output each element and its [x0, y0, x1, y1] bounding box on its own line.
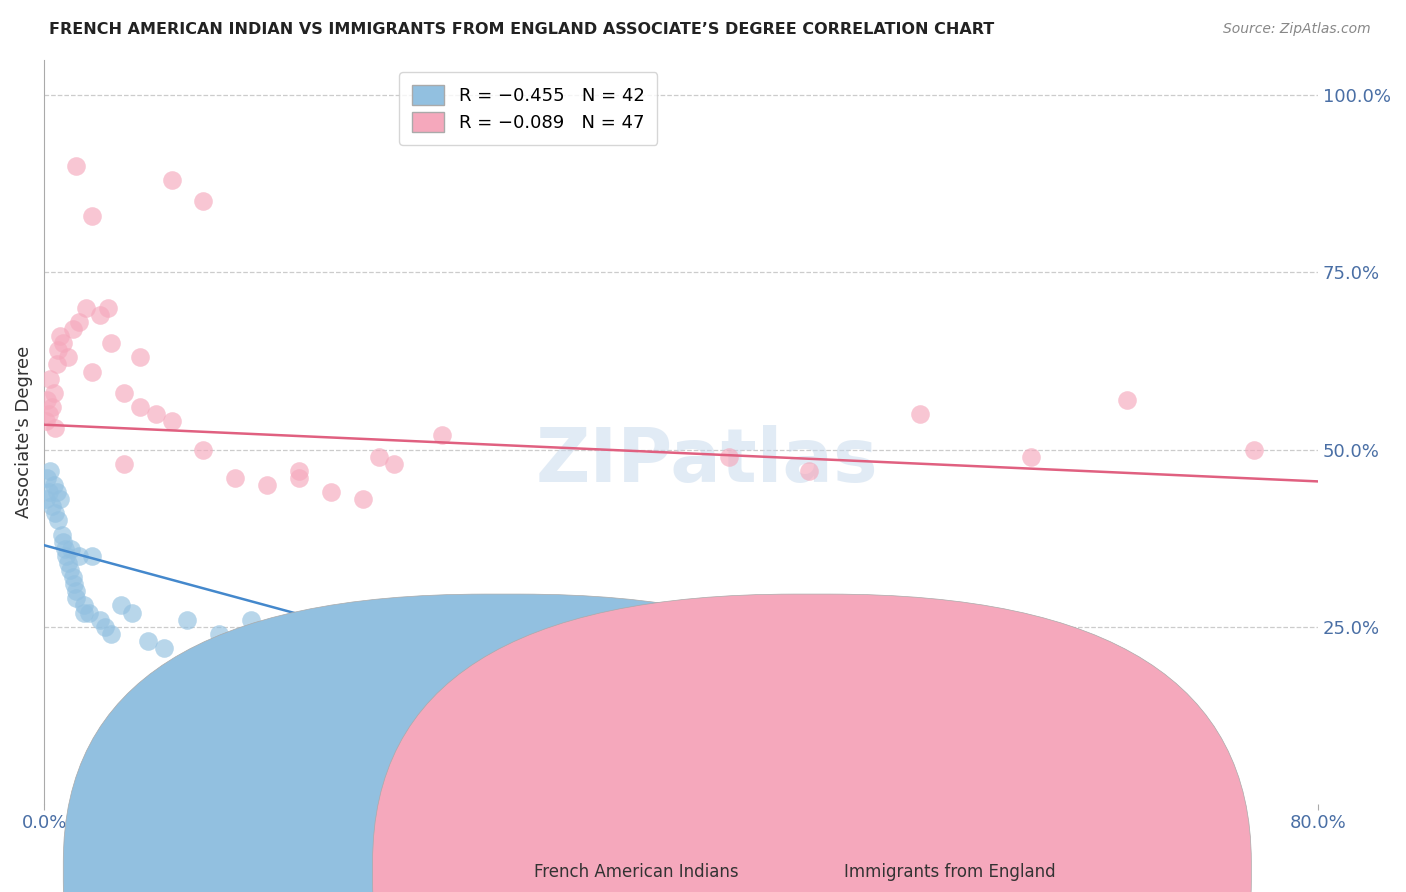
Point	[48, 343, 70, 358]
Point	[89, 613, 111, 627]
Text: FRENCH AMERICAN INDIAN VS IMMIGRANTS FROM ENGLAND ASSOCIATE’S DEGREE CORRELATION: FRENCH AMERICAN INDIAN VS IMMIGRANTS FRO…	[49, 22, 994, 37]
Point	[717, 450, 740, 464]
Point	[67, 549, 90, 563]
Y-axis label: Associate's Degree: Associate's Degree	[15, 346, 32, 518]
Point	[62, 570, 84, 584]
Point	[58, 563, 80, 577]
Point	[35, 492, 58, 507]
Point	[49, 329, 72, 343]
Point	[52, 534, 75, 549]
Point	[384, 648, 406, 662]
Point	[121, 606, 143, 620]
Point	[1116, 392, 1139, 407]
Point	[73, 606, 96, 620]
Point	[128, 351, 150, 365]
Point	[1243, 442, 1265, 457]
Point	[1021, 450, 1043, 464]
Point	[160, 414, 183, 428]
Point	[51, 527, 73, 541]
Point	[38, 407, 60, 421]
Point	[62, 322, 84, 336]
Point	[638, 655, 661, 669]
Point	[65, 159, 87, 173]
Point	[224, 471, 246, 485]
Point	[89, 308, 111, 322]
Point	[56, 351, 79, 365]
Point	[53, 541, 76, 556]
Point	[73, 599, 96, 613]
Point	[256, 478, 278, 492]
Point	[77, 606, 100, 620]
Point	[52, 336, 75, 351]
Point	[479, 627, 502, 641]
Point	[56, 556, 79, 570]
Point	[288, 471, 311, 485]
Point	[797, 464, 820, 478]
Point	[128, 400, 150, 414]
Point	[193, 194, 215, 209]
Point	[176, 613, 198, 627]
Point	[44, 421, 66, 435]
Point	[543, 640, 565, 655]
Point	[336, 640, 359, 655]
Point	[48, 513, 70, 527]
Point	[112, 385, 135, 400]
Text: Source: ZipAtlas.com: Source: ZipAtlas.com	[1223, 22, 1371, 37]
Point	[35, 414, 58, 428]
Point	[908, 407, 931, 421]
Point	[39, 464, 62, 478]
Point	[288, 634, 311, 648]
Point	[42, 478, 65, 492]
Point	[45, 485, 67, 500]
Point	[352, 492, 374, 507]
Point	[288, 464, 311, 478]
Point	[638, 606, 661, 620]
Text: Immigrants from England: Immigrants from England	[844, 863, 1056, 881]
Point	[510, 599, 533, 613]
Point	[100, 627, 122, 641]
Point	[80, 365, 103, 379]
Point	[112, 457, 135, 471]
Text: ZIPatlas: ZIPatlas	[536, 425, 877, 498]
Point	[367, 450, 389, 464]
Point	[193, 442, 215, 457]
Point	[97, 301, 120, 315]
Point	[41, 500, 63, 514]
Point	[41, 400, 63, 414]
Point	[65, 591, 87, 606]
Point	[45, 358, 67, 372]
Point	[44, 506, 66, 520]
Point	[208, 627, 231, 641]
Point	[110, 599, 132, 613]
Point	[93, 620, 115, 634]
Point	[39, 371, 62, 385]
Point	[49, 492, 72, 507]
Point	[63, 577, 86, 591]
Point	[136, 634, 159, 648]
Point	[240, 613, 263, 627]
Point	[80, 549, 103, 563]
Point	[37, 392, 59, 407]
Point	[145, 407, 167, 421]
Point	[384, 457, 406, 471]
Point	[42, 385, 65, 400]
Point	[37, 471, 59, 485]
Point	[67, 315, 90, 329]
Point	[75, 301, 97, 315]
Point	[100, 336, 122, 351]
Point	[80, 209, 103, 223]
Point	[319, 485, 342, 500]
Point	[38, 485, 60, 500]
Point	[65, 584, 87, 599]
Legend: R = −0.455   N = 42, R = −0.089   N = 47: R = −0.455 N = 42, R = −0.089 N = 47	[399, 72, 657, 145]
Point	[55, 549, 77, 563]
Point	[60, 541, 83, 556]
Point	[432, 428, 454, 442]
Point	[160, 173, 183, 187]
Point	[152, 640, 174, 655]
Text: French American Indians: French American Indians	[534, 863, 740, 881]
